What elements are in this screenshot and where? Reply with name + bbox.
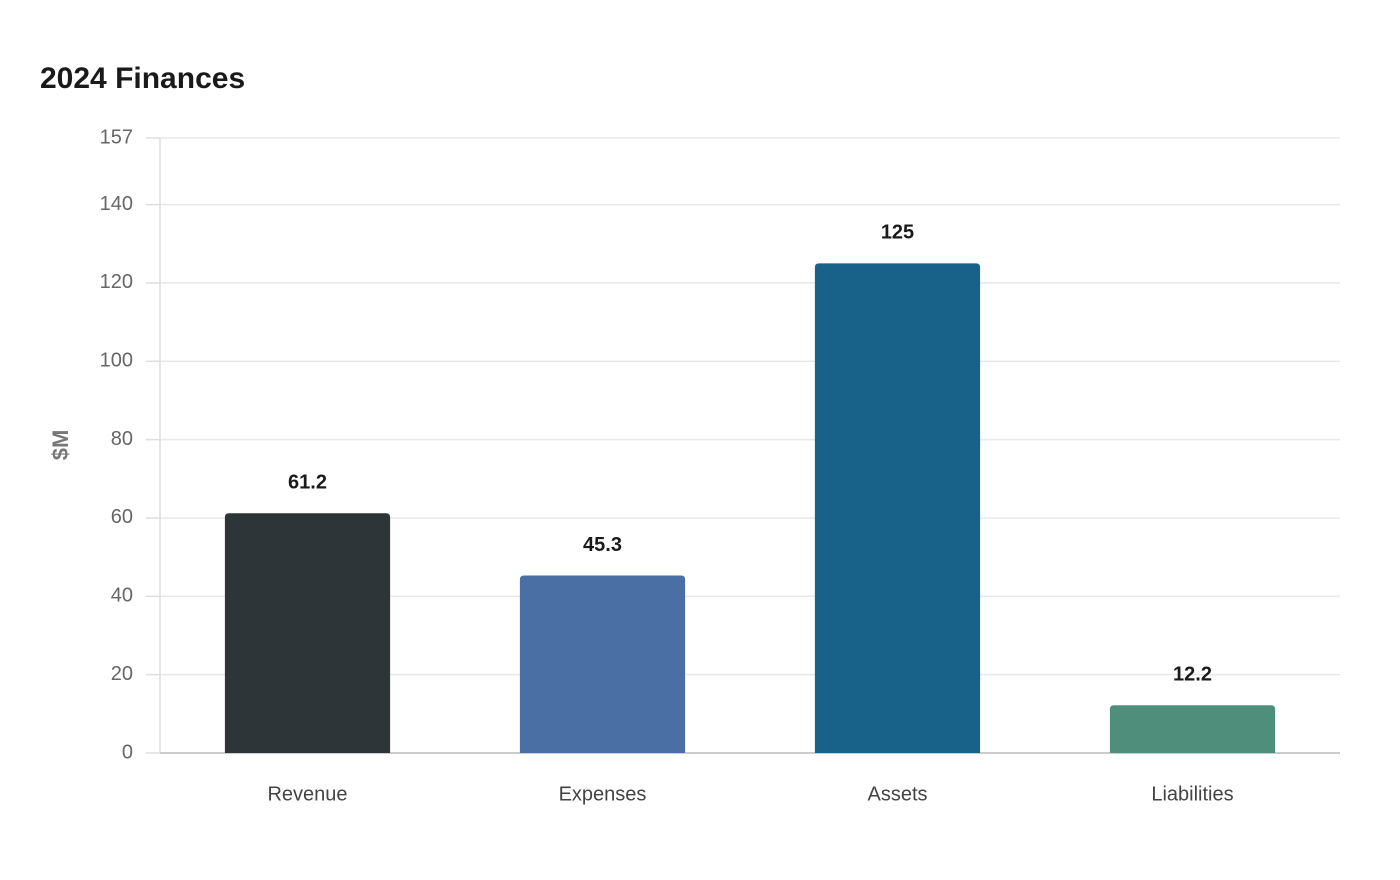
bar	[519, 575, 686, 753]
x-tick-label: Assets	[867, 783, 927, 805]
y-tick-label: 20	[111, 663, 133, 685]
value-label: 125	[881, 222, 914, 244]
bar	[1109, 705, 1276, 753]
y-axis-label: $M	[48, 430, 73, 461]
y-tick-label: 157	[100, 126, 133, 148]
y-tick-label: 60	[111, 506, 133, 528]
y-tick-label: 120	[100, 271, 133, 293]
bar	[814, 263, 981, 753]
y-tick-label: 140	[100, 193, 133, 215]
y-tick-label: 100	[100, 350, 133, 372]
y-tick-label: 80	[111, 428, 133, 450]
x-tick-label: Expenses	[559, 783, 647, 805]
x-tick-label: Revenue	[267, 783, 347, 805]
value-label: 12.2	[1173, 663, 1212, 685]
chart-title: 2024 Finances	[40, 62, 245, 95]
value-label: 61.2	[288, 472, 327, 494]
value-label: 45.3	[583, 534, 622, 556]
y-tick-label: 40	[111, 585, 133, 607]
x-tick-label: Liabilities	[1151, 783, 1233, 805]
y-tick-label: 0	[122, 741, 133, 763]
bar	[224, 513, 391, 753]
